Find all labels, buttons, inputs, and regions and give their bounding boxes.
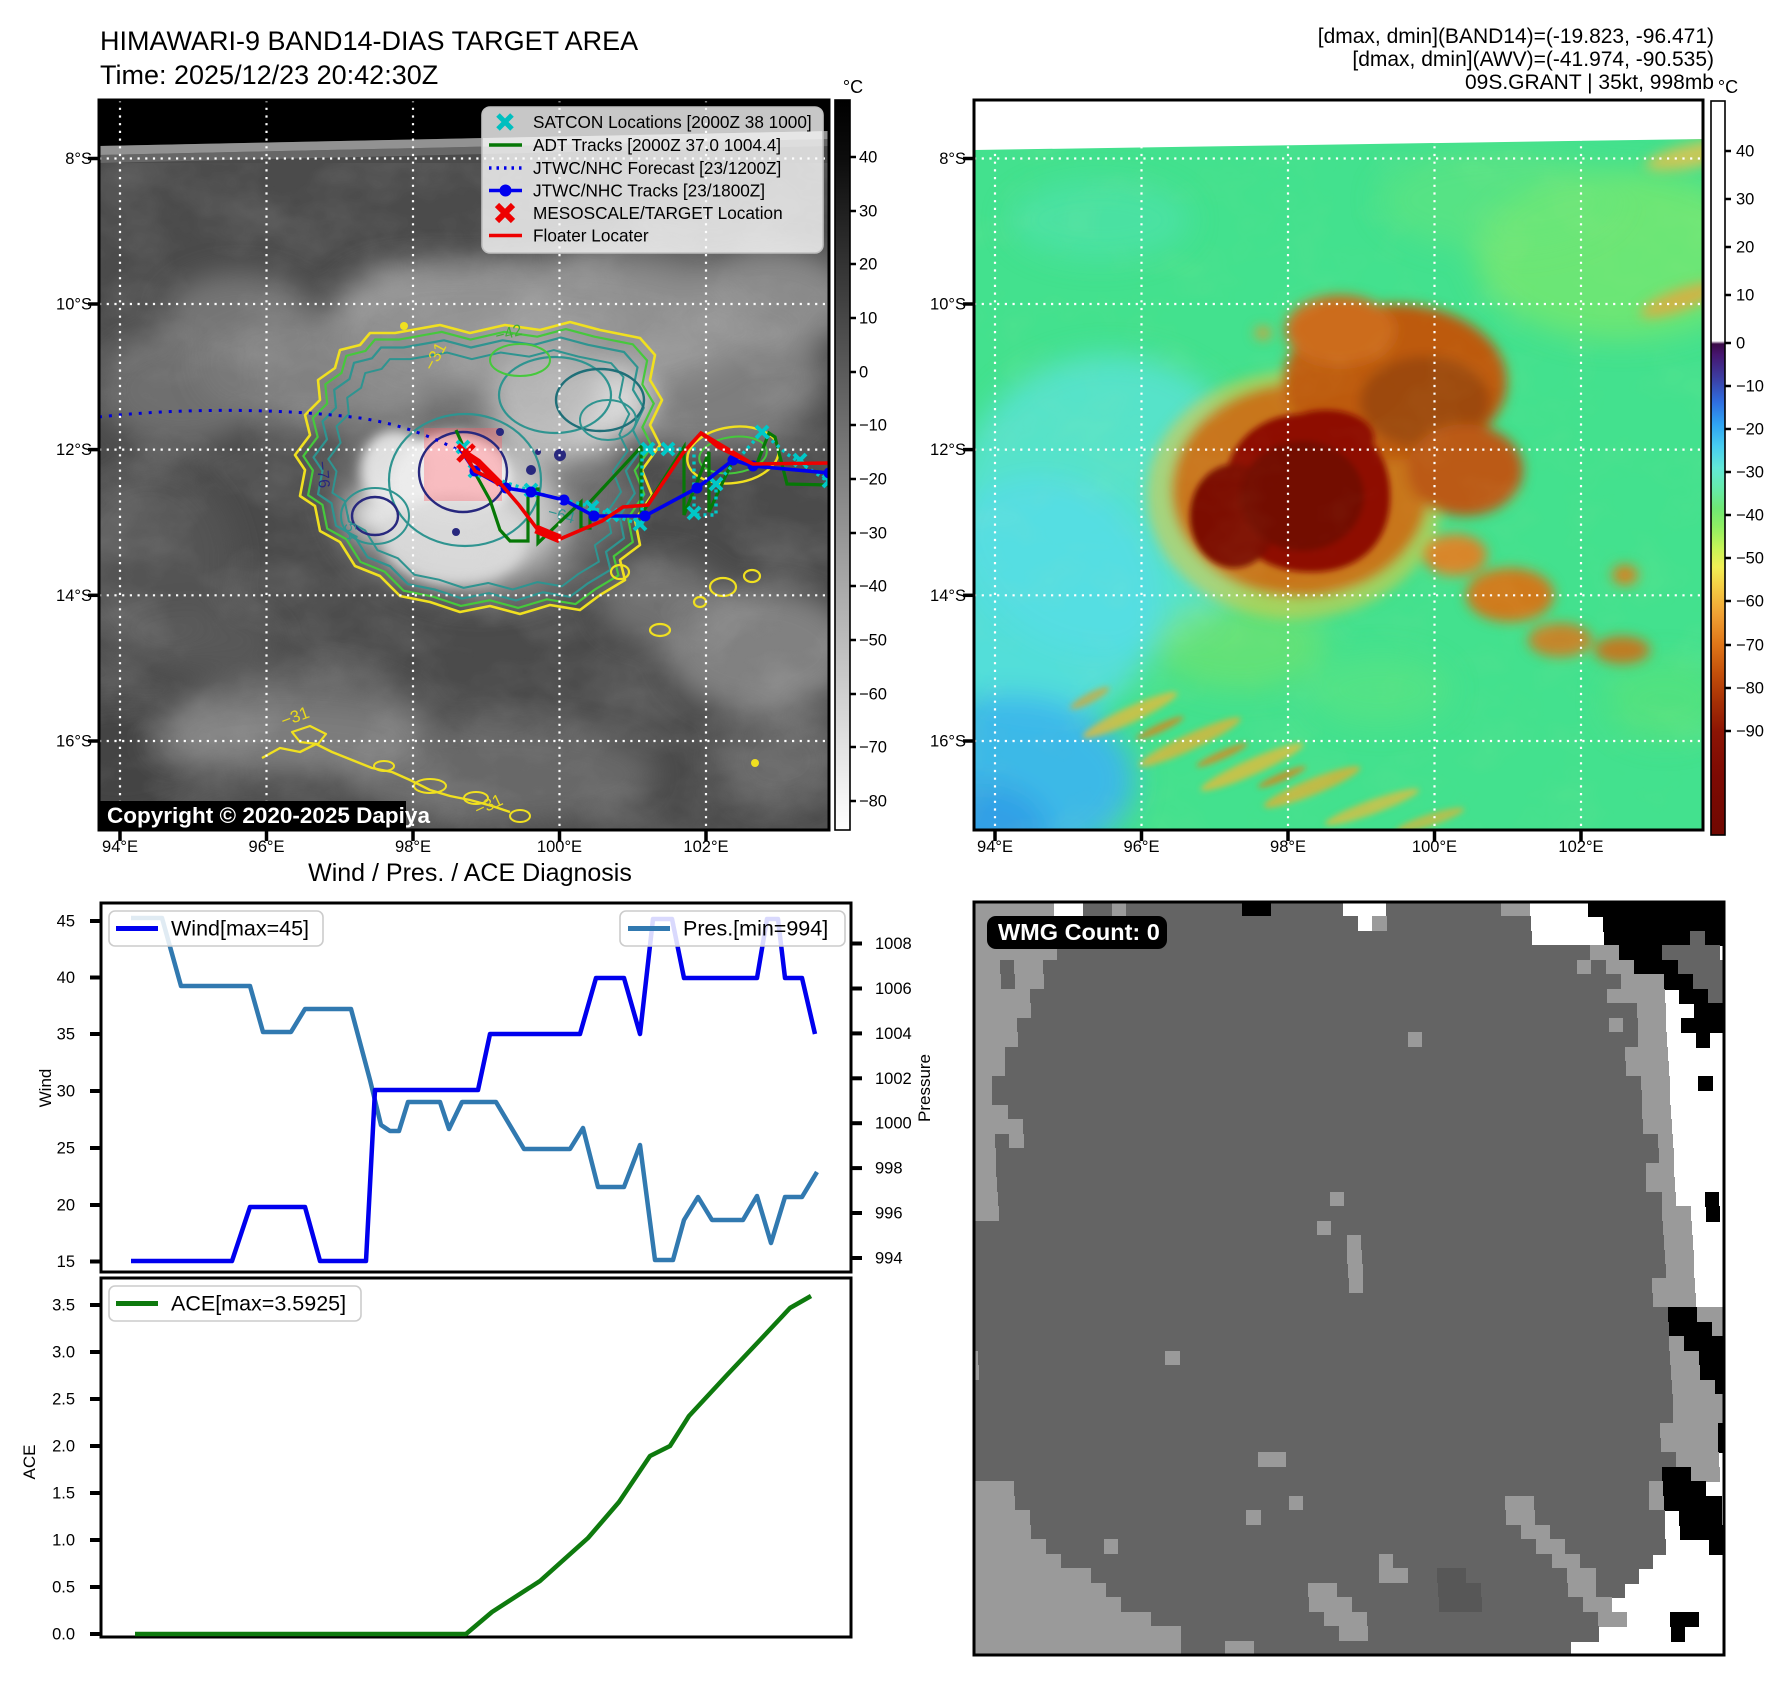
svg-text:ACE: ACE: [20, 1445, 39, 1480]
svg-text:98°E: 98°E: [395, 838, 431, 856]
svg-text:14°S: 14°S: [930, 587, 966, 605]
svg-text:−90: −90: [1736, 723, 1764, 741]
svg-text:−40: −40: [1736, 507, 1764, 525]
svg-text:−30: −30: [859, 525, 887, 543]
svg-text:−20: −20: [1736, 421, 1764, 439]
svg-text:Wind: Wind: [36, 1069, 55, 1108]
svg-text:1006: 1006: [875, 980, 912, 998]
svg-text:8°S: 8°S: [65, 150, 92, 168]
svg-text:10°S: 10°S: [930, 296, 966, 314]
svg-text:996: 996: [875, 1205, 903, 1223]
svg-text:100°E: 100°E: [537, 838, 582, 856]
svg-text:Time: 2025/12/23 20:42:30Z: Time: 2025/12/23 20:42:30Z: [100, 60, 438, 90]
svg-text:ACE[max=3.5925]: ACE[max=3.5925]: [171, 1292, 346, 1316]
svg-text:3.0: 3.0: [52, 1344, 75, 1362]
svg-text:°C: °C: [843, 77, 863, 97]
svg-text:Floater Locater: Floater Locater: [533, 226, 649, 246]
svg-text:35: 35: [57, 1026, 75, 1044]
svg-text:0: 0: [1736, 335, 1745, 353]
svg-text:994: 994: [875, 1250, 903, 1268]
svg-text:96°E: 96°E: [1124, 838, 1160, 856]
svg-text:40: 40: [859, 149, 877, 167]
svg-text:1000: 1000: [875, 1115, 912, 1133]
svg-text:10: 10: [859, 310, 877, 328]
svg-text:−80: −80: [1736, 680, 1764, 698]
svg-text:20: 20: [57, 1197, 75, 1215]
svg-text:−64: −64: [546, 504, 577, 527]
svg-text:998: 998: [875, 1160, 903, 1178]
svg-text:MESOSCALE/TARGET Location: MESOSCALE/TARGET Location: [533, 203, 783, 223]
svg-text:−20: −20: [859, 471, 887, 489]
svg-text:1.0: 1.0: [52, 1532, 75, 1550]
svg-text:10: 10: [1736, 287, 1754, 305]
svg-text:20: 20: [1736, 239, 1754, 257]
svg-text:Wind[max=45]: Wind[max=45]: [171, 917, 309, 941]
svg-text:Pres.[min=994]: Pres.[min=994]: [683, 917, 828, 941]
svg-text:16°S: 16°S: [56, 733, 92, 751]
svg-text:JTWC/NHC Forecast [23/1200Z]: JTWC/NHC Forecast [23/1200Z]: [533, 158, 781, 178]
svg-text:1008: 1008: [875, 935, 912, 953]
svg-text:−60: −60: [1736, 593, 1764, 611]
svg-text:8°S: 8°S: [939, 150, 966, 168]
svg-text:−76: −76: [313, 460, 332, 489]
svg-text:−60: −60: [859, 686, 887, 704]
svg-text:JTWC/NHC Tracks [23/1800Z]: JTWC/NHC Tracks [23/1800Z]: [533, 181, 765, 201]
svg-text:98°E: 98°E: [1270, 838, 1306, 856]
svg-text:[dmax, dmin](AWV)=(-41.974, -9: [dmax, dmin](AWV)=(-41.974, -90.535): [1352, 48, 1714, 71]
svg-text:°C: °C: [1718, 77, 1738, 97]
svg-text:Copyright © 2020-2025 Dapiya: Copyright © 2020-2025 Dapiya: [107, 803, 430, 828]
svg-text:45: 45: [57, 913, 75, 931]
svg-text:96°E: 96°E: [249, 838, 285, 856]
svg-text:−70: −70: [859, 739, 887, 757]
svg-text:Wind / Pres. / ACE Diagnosis: Wind / Pres. / ACE Diagnosis: [308, 859, 632, 887]
svg-text:2.0: 2.0: [52, 1438, 75, 1456]
svg-text:3.5: 3.5: [52, 1297, 75, 1315]
svg-text:1.5: 1.5: [52, 1485, 75, 1503]
svg-text:−30: −30: [1736, 464, 1764, 482]
svg-text:−42: −42: [494, 322, 525, 345]
svg-text:30: 30: [1736, 191, 1754, 209]
svg-text:[dmax, dmin](BAND14)=(-19.823,: [dmax, dmin](BAND14)=(-19.823, -96.471): [1318, 25, 1714, 48]
svg-text:0: 0: [859, 364, 868, 382]
svg-text:−10: −10: [1736, 378, 1764, 396]
svg-text:09S.GRANT | 35kt, 998mb: 09S.GRANT | 35kt, 998mb: [1465, 71, 1714, 94]
svg-text:102°E: 102°E: [1558, 838, 1603, 856]
svg-text:16°S: 16°S: [930, 733, 966, 751]
svg-text:30: 30: [57, 1083, 75, 1101]
svg-text:20: 20: [859, 256, 877, 274]
svg-text:WMG Count: 0: WMG Count: 0: [998, 919, 1160, 945]
svg-text:2.5: 2.5: [52, 1391, 75, 1409]
svg-text:−40: −40: [859, 578, 887, 596]
svg-text:−50: −50: [859, 632, 887, 650]
svg-text:40: 40: [57, 969, 75, 987]
svg-text:14°S: 14°S: [56, 587, 92, 605]
svg-text:−80: −80: [859, 793, 887, 811]
svg-text:−10: −10: [859, 417, 887, 435]
svg-text:94°E: 94°E: [977, 838, 1013, 856]
svg-text:HIMAWARI-9 BAND14-DIAS TARGET: HIMAWARI-9 BAND14-DIAS TARGET AREA: [100, 26, 638, 56]
svg-text:1004: 1004: [875, 1025, 912, 1043]
svg-text:SATCON Locations [2000Z 38 100: SATCON Locations [2000Z 38 1000]: [533, 112, 812, 132]
svg-text:Pressure: Pressure: [915, 1054, 934, 1122]
svg-text:10°S: 10°S: [56, 296, 92, 314]
svg-text:25: 25: [57, 1140, 75, 1158]
svg-text:−50: −50: [1736, 550, 1764, 568]
svg-text:12°S: 12°S: [56, 441, 92, 459]
svg-text:30: 30: [859, 203, 877, 221]
svg-text:102°E: 102°E: [683, 838, 728, 856]
svg-text:−54: −54: [339, 512, 360, 542]
svg-text:0.5: 0.5: [52, 1579, 75, 1597]
svg-text:12°S: 12°S: [930, 441, 966, 459]
svg-text:15: 15: [57, 1253, 75, 1271]
svg-text:−70: −70: [1736, 637, 1764, 655]
svg-text:100°E: 100°E: [1412, 838, 1457, 856]
svg-text:0.0: 0.0: [52, 1626, 75, 1644]
svg-text:40: 40: [1736, 143, 1754, 161]
svg-text:1002: 1002: [875, 1070, 912, 1088]
svg-text:94°E: 94°E: [102, 838, 138, 856]
svg-text:ADT Tracks [2000Z 37.0 1004.4]: ADT Tracks [2000Z 37.0 1004.4]: [533, 135, 781, 155]
